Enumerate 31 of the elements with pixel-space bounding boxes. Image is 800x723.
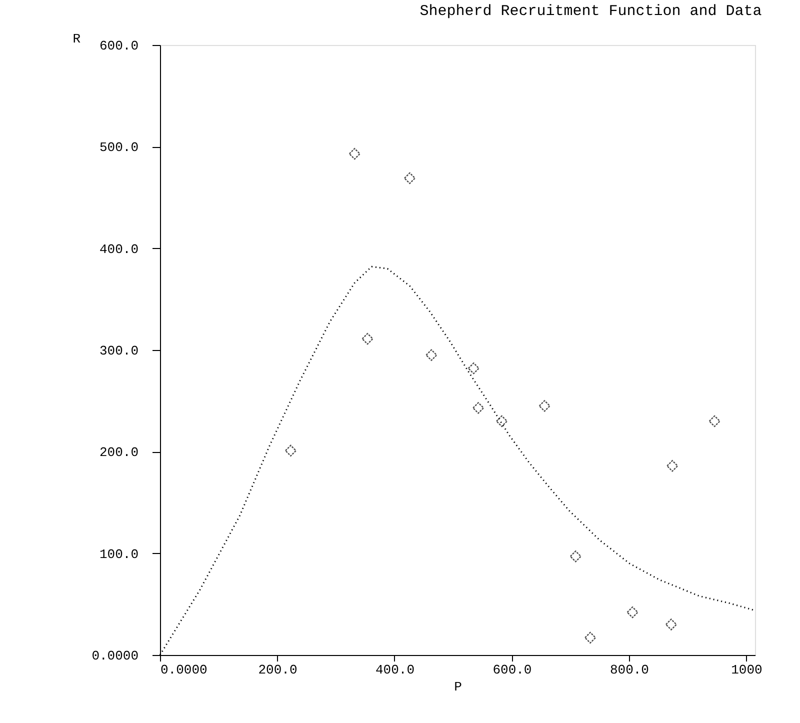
point bbox=[348, 148, 360, 160]
y-tick-label: 200.0 bbox=[99, 445, 138, 460]
y-tick-label: 100.0 bbox=[99, 546, 138, 562]
point bbox=[626, 606, 638, 618]
y-tick-label: 0.0000 bbox=[92, 648, 138, 664]
point bbox=[665, 618, 678, 630]
x-axis-title: P bbox=[454, 680, 462, 694]
point bbox=[404, 172, 416, 184]
point bbox=[538, 400, 550, 412]
point bbox=[362, 332, 374, 345]
y-tick-label: 300.0 bbox=[99, 344, 138, 358]
point bbox=[570, 550, 582, 562]
y-tick-label: 400.0 bbox=[99, 242, 138, 257]
point bbox=[708, 415, 720, 428]
point bbox=[666, 460, 678, 472]
chart-title: Shepherd Recruitment Function and Data bbox=[420, 3, 762, 20]
x-tick-label: 200.0 bbox=[258, 662, 298, 678]
point bbox=[472, 402, 484, 414]
x-tick-label: 800.0 bbox=[610, 662, 649, 678]
y-tick-label: 600.0 bbox=[99, 38, 138, 54]
y-tick-label: 500.0 bbox=[99, 140, 138, 156]
x-tick-label: 1000 bbox=[731, 662, 762, 678]
point bbox=[584, 632, 596, 644]
x-tick-label: 0.0000 bbox=[160, 662, 208, 678]
y-axis-title: R bbox=[72, 32, 81, 46]
point bbox=[284, 444, 297, 456]
x-tick-label: 600.0 bbox=[492, 662, 532, 678]
point bbox=[426, 349, 438, 361]
point bbox=[496, 415, 508, 428]
x-tick-label: 400.0 bbox=[375, 662, 414, 678]
point bbox=[468, 362, 480, 374]
